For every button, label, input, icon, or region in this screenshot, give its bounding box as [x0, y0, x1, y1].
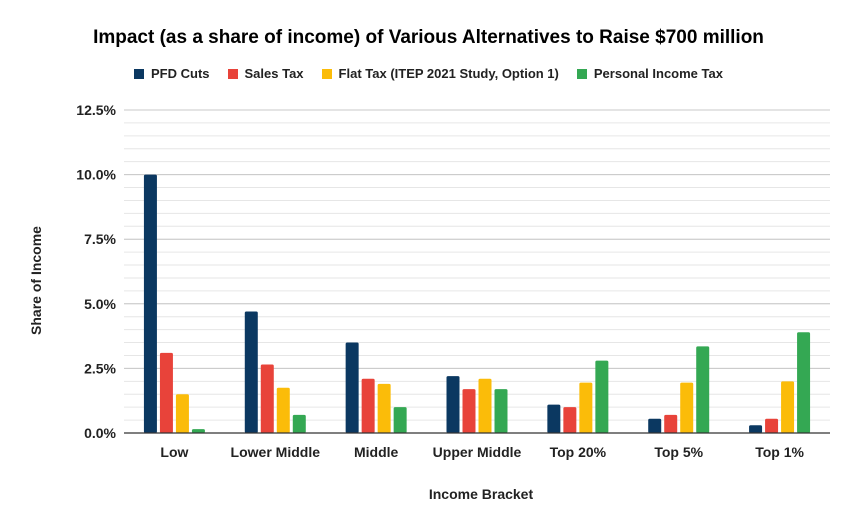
bar	[260, 364, 274, 433]
x-tick-label: Top 20%	[550, 444, 607, 460]
x-tick-label: Top 1%	[755, 444, 804, 460]
bar	[446, 376, 460, 433]
bar	[579, 382, 593, 433]
y-tick-label: 0.0%	[84, 425, 116, 441]
bar	[749, 425, 763, 433]
bar	[244, 311, 258, 433]
bar	[494, 389, 508, 433]
x-tick-label: Top 5%	[654, 444, 703, 460]
bar	[696, 346, 710, 433]
chart-title: Impact (as a share of income) of Various…	[93, 27, 764, 48]
legend-item: Sales Tax	[227, 66, 304, 81]
x-tick-label: Middle	[354, 444, 399, 460]
legend: PFD Cuts Sales Tax Flat Tax (ITEP 2021 Stu…	[0, 66, 857, 81]
bar	[478, 378, 492, 433]
y-axis-title: Share of Income	[28, 226, 44, 335]
bar	[797, 332, 811, 433]
y-tick-label: 5.0%	[84, 296, 116, 312]
legend-item: Personal Income Tax	[576, 66, 723, 81]
y-tick-label: 10.0%	[76, 167, 116, 183]
bar	[563, 407, 577, 433]
y-tick-label: 12.5%	[76, 102, 116, 118]
legend-swatch	[227, 68, 238, 79]
bar	[143, 174, 157, 433]
x-tick-label: Upper Middle	[433, 444, 522, 460]
legend-label: PFD Cuts	[151, 66, 210, 81]
legend-label: Flat Tax (ITEP 2021 Study, Option 1)	[338, 66, 559, 81]
legend-item: PFD Cuts	[134, 66, 210, 81]
legend-item: Flat Tax (ITEP 2021 Study, Option 1)	[321, 66, 559, 81]
x-tick-label: Low	[160, 444, 188, 460]
x-axis-title: Income Bracket	[429, 486, 534, 502]
bar	[765, 418, 779, 433]
bar	[680, 382, 694, 433]
bar	[547, 404, 561, 433]
legend-label: Personal Income Tax	[593, 66, 723, 81]
legend-swatch	[134, 68, 145, 79]
bar	[462, 389, 476, 433]
bar	[361, 378, 375, 433]
legend-label: Sales Tax	[244, 66, 304, 81]
bar	[393, 407, 407, 433]
bar	[345, 342, 359, 433]
bar	[276, 387, 290, 433]
y-tick-label: 7.5%	[84, 231, 116, 247]
bar	[377, 383, 391, 433]
legend-swatch	[321, 68, 332, 79]
y-tick-label: 2.5%	[84, 360, 116, 376]
bar	[159, 352, 173, 433]
x-tick-label: Lower Middle	[231, 444, 321, 460]
legend-swatch	[576, 68, 587, 79]
bar	[664, 414, 678, 433]
bar	[292, 414, 306, 433]
bar	[175, 394, 189, 433]
bar	[648, 418, 662, 433]
bar	[191, 429, 205, 433]
bar	[595, 360, 609, 433]
bar	[781, 381, 795, 433]
